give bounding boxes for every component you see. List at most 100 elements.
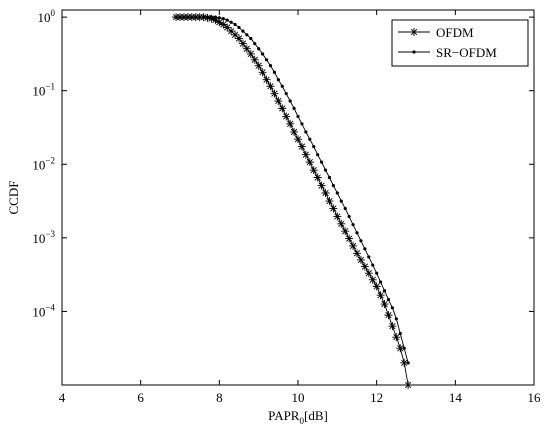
x-tick-label: 16 xyxy=(528,390,542,405)
dot-marker xyxy=(398,331,402,336)
dot-marker xyxy=(221,17,225,21)
dot-marker xyxy=(272,70,276,74)
dot-marker xyxy=(312,144,316,149)
x-tick-label: 12 xyxy=(370,390,383,405)
dot-marker xyxy=(339,199,343,203)
asterisk-marker xyxy=(246,49,255,58)
asterisk-marker xyxy=(392,333,401,342)
asterisk-marker xyxy=(250,55,259,64)
asterisk-marker xyxy=(384,311,393,320)
dot-marker xyxy=(355,231,359,235)
dot-marker xyxy=(233,22,237,27)
y-tick-label: 10−1 xyxy=(32,82,55,99)
asterisk-marker xyxy=(262,75,271,84)
x-tick-label: 4 xyxy=(59,390,66,405)
y-tick-exponent: −3 xyxy=(45,229,55,239)
dot-marker xyxy=(371,263,375,267)
asterisk-marker xyxy=(290,127,299,136)
asterisk-marker xyxy=(297,142,306,151)
dot-marker xyxy=(379,280,383,284)
y-tick-base: 10 xyxy=(32,231,45,246)
asterisk-marker xyxy=(380,300,389,309)
asterisk-marker xyxy=(341,227,350,236)
x-tick-label: 6 xyxy=(137,390,144,405)
asterisk-marker xyxy=(258,68,267,77)
dot-marker xyxy=(320,160,324,164)
legend-label: SR−OFDM xyxy=(436,45,497,60)
y-tick-exponent: −1 xyxy=(45,82,55,92)
dot-marker xyxy=(406,361,410,365)
dot-marker xyxy=(241,29,245,33)
y-tick-label: 10−4 xyxy=(32,302,55,319)
asterisk-marker xyxy=(337,219,346,228)
dot-marker xyxy=(261,52,265,56)
asterisk-marker xyxy=(345,234,354,243)
asterisk-marker xyxy=(364,269,373,278)
dot-marker xyxy=(245,33,249,37)
dot-marker xyxy=(402,346,406,350)
legend-label: OFDM xyxy=(436,25,474,40)
dot-marker xyxy=(367,255,371,259)
dot-marker xyxy=(316,153,320,157)
asterisk-marker xyxy=(333,212,342,221)
dot-marker xyxy=(186,15,190,19)
asterisk-marker xyxy=(219,20,228,29)
y-tick-exponent: −4 xyxy=(45,302,55,312)
asterisk-marker xyxy=(274,97,283,106)
asterisk-marker xyxy=(215,18,224,27)
asterisk-marker xyxy=(242,44,251,53)
dot-marker xyxy=(288,99,292,103)
dot-marker xyxy=(202,15,206,19)
asterisk-marker xyxy=(321,189,330,198)
asterisk-marker xyxy=(317,181,326,190)
dot-marker xyxy=(182,15,186,19)
x-tick-label: 10 xyxy=(292,390,305,405)
asterisk-marker xyxy=(266,82,275,91)
asterisk-marker xyxy=(254,61,263,70)
dot-marker xyxy=(268,64,273,68)
y-tick-exponent: −2 xyxy=(45,155,55,165)
x-tick-label: 8 xyxy=(216,390,223,405)
y-tick-label: 100 xyxy=(38,8,56,25)
dot-marker xyxy=(359,239,363,243)
dot-marker xyxy=(347,214,351,219)
asterisk-marker xyxy=(410,28,418,36)
dot-marker xyxy=(276,78,280,82)
dot-marker xyxy=(323,168,328,172)
asterisk-marker xyxy=(356,255,365,264)
y-tick-base: 10 xyxy=(32,304,45,319)
dot-marker xyxy=(363,247,367,251)
dot-marker xyxy=(331,184,335,188)
y-tick-exponent: 0 xyxy=(51,8,56,18)
asterisk-marker xyxy=(360,262,369,271)
dot-marker xyxy=(351,223,355,227)
dot-marker xyxy=(237,25,241,30)
x-label-suffix: [dB] xyxy=(304,408,328,423)
asterisk-marker xyxy=(238,39,247,48)
asterisk-marker xyxy=(400,358,409,367)
asterisk-marker xyxy=(349,241,358,250)
x-label-subscript: 0 xyxy=(299,416,304,426)
x-tick-label: 14 xyxy=(449,390,463,405)
dot-marker xyxy=(229,20,233,24)
asterisk-marker xyxy=(309,166,318,175)
dot-marker xyxy=(375,271,379,275)
y-tick-base: 10 xyxy=(32,157,45,172)
asterisk-marker xyxy=(368,275,377,284)
dot-marker xyxy=(190,15,194,19)
y-tick-base: 10 xyxy=(32,84,45,99)
dot-marker xyxy=(198,15,202,19)
dot-marker xyxy=(335,191,339,195)
asterisk-marker xyxy=(231,30,240,39)
dot-marker xyxy=(213,15,217,19)
dot-marker xyxy=(304,130,308,134)
asterisk-marker xyxy=(286,119,295,128)
asterisk-marker xyxy=(294,135,302,144)
dot-marker xyxy=(217,16,221,20)
dot-marker xyxy=(394,317,398,321)
asterisk-marker xyxy=(235,34,243,43)
asterisk-marker xyxy=(211,16,220,25)
dot-marker xyxy=(178,15,182,19)
dot-marker xyxy=(412,50,416,54)
legend-box xyxy=(391,19,529,67)
